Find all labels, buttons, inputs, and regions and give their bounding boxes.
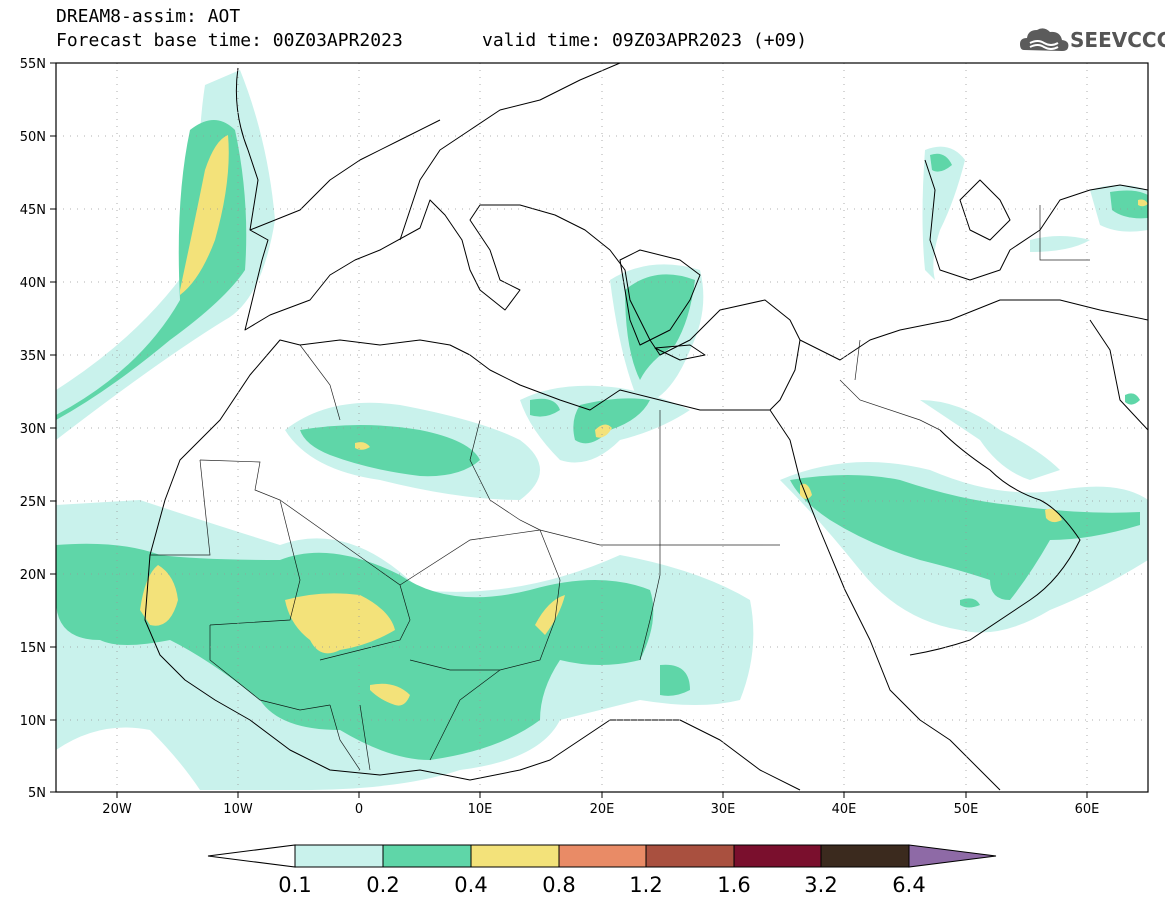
lat-label: 40N [20,276,46,291]
colorbar-swatch [470,844,560,868]
colorbar-swatch [820,844,910,868]
lat-label: 50N [20,130,46,145]
longitude-labels: 20W 10W 0 10E 20E 30E 40E 50E 60E [102,802,1099,817]
lat-label: 10N [20,714,46,729]
colorbar-label: 3.2 [804,873,837,897]
colorbar-swatch [645,844,735,868]
lat-label: 35N [20,349,46,364]
cloud-icon [1020,28,1069,51]
aot-field [56,63,1148,792]
lon-label: 40E [832,802,857,817]
lon-label: 10W [223,802,253,817]
lon-label: 60E [1075,802,1100,817]
lon-label: 30E [711,802,736,817]
colorbar-swatch [733,844,822,868]
colorbar-swatch [558,844,647,868]
lon-label: 20W [102,802,132,817]
lat-label: 30N [20,422,46,437]
colorbar-labels: 0.1 0.2 0.4 0.8 1.2 1.6 3.2 6.4 [278,873,925,897]
colorbar-swatch [294,844,384,868]
latitude-labels: 55N 50N 45N 40N 35N 30N 25N 20N 15N 10N … [20,57,46,801]
colorbar-label: 1.6 [717,873,750,897]
lon-label: 50E [954,802,979,817]
colorbar-label: 1.2 [629,873,662,897]
lat-label: 55N [20,57,46,72]
lat-label: 25N [20,495,46,510]
lon-label: 0 [355,802,363,817]
lat-label: 45N [20,203,46,218]
valid-time: valid time: 09Z03APR2023 (+09) [482,30,808,51]
lat-label: 15N [20,641,46,656]
lat-label: 20N [20,568,46,583]
map-title: DREAM8-assim: AOT [56,6,241,27]
colorbar-under-arrow [207,844,296,868]
colorbar-swatch [382,844,472,868]
colorbar-label: 0.1 [278,873,311,897]
lon-label: 10E [468,802,493,817]
lat-label: 5N [28,786,46,801]
forecast-base-time: Forecast base time: 00Z03APR2023 [56,30,403,51]
lon-label: 20E [590,802,615,817]
colorbar [207,844,997,868]
colorbar-over-arrow [908,844,997,868]
colorbar-label: 0.2 [366,873,399,897]
colorbar-label: 6.4 [892,873,925,897]
colorbar-label: 0.4 [454,873,487,897]
logo-text: SEEVCCC [1070,28,1165,52]
colorbar-label: 0.8 [542,873,575,897]
